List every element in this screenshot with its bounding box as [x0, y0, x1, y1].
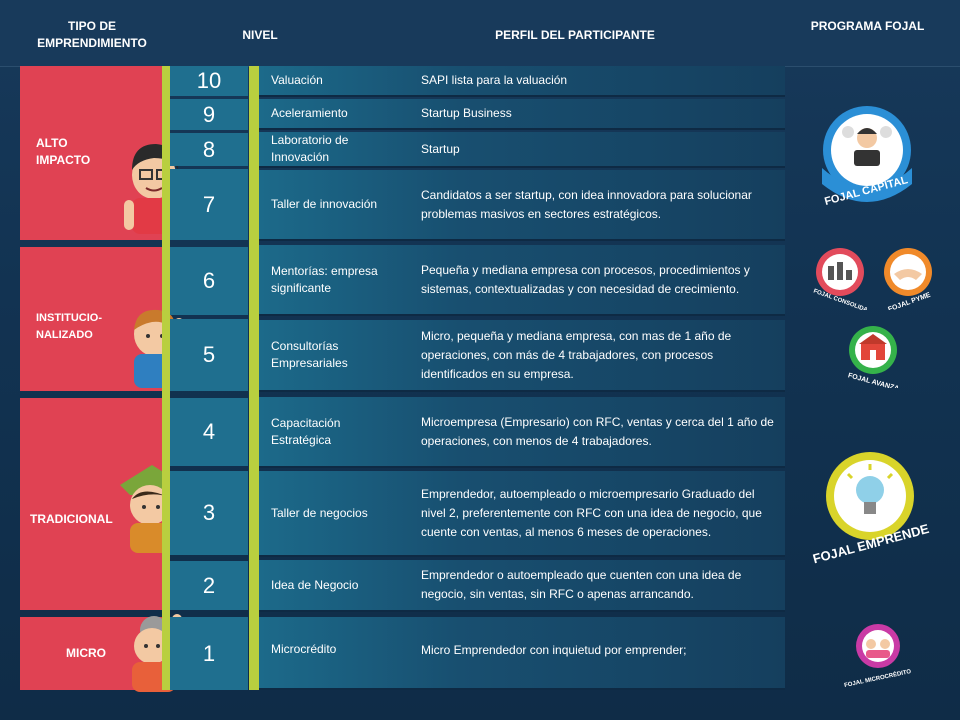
nivel-label: Mentorías: empresa significante [271, 263, 378, 295]
fojal-microcredito-text: FOJAL MICROCRÉDITO [843, 667, 912, 689]
table-header: TIPO DE EMPRENDIMIENTO NIVEL PERFIL DEL … [0, 0, 960, 67]
green-stripe-left [162, 66, 170, 690]
perfil-text: Pequeña y mediana empresa con procesos, … [421, 262, 750, 296]
perfil-text: Emprendedor, autoempleado o microempresa… [421, 486, 762, 539]
header-nivel: NIVEL [242, 28, 278, 42]
nivel-label: Idea de Negocio [271, 577, 359, 592]
level-number-5: 5 [170, 319, 248, 391]
header-perfil: PERFIL DEL PARTICIPANTE [495, 28, 655, 42]
perfil-text: Emprendedor o autoempleado que cuenten c… [421, 568, 742, 601]
category-label-micro: MICRO [66, 646, 106, 660]
level-number-2: 2 [170, 561, 248, 610]
perfil-text: Startup [421, 141, 460, 156]
nivel-label: Laboratorio de Innovación [271, 133, 349, 164]
category-label-tradicional: TRADICIONAL [30, 512, 113, 526]
fojal-pyme-logo: FOJAL PYME [884, 248, 932, 310]
table-row: Taller de negocios Emprendedor, autoempl… [259, 471, 785, 557]
fojal-microcredito-logo: FOJAL MICROCRÉDITO [843, 624, 912, 689]
nivel-label: Valuación [271, 73, 323, 87]
perfil-text: Candidatos a ser startup, con idea innov… [421, 187, 752, 221]
level-number-6: 6 [170, 247, 248, 315]
table-row: Taller de innovación Candidatos a ser st… [259, 170, 785, 241]
table-row: Capacitación Estratégica Microempresa (E… [259, 397, 785, 468]
green-stripe-right [249, 66, 259, 690]
perfil-text: Micro Emprendedor con inquietud por empr… [421, 643, 687, 657]
level-number-3: 3 [170, 471, 248, 555]
header-programa: PROGRAMA FOJAL [810, 19, 925, 33]
level-number-10: 10 [170, 66, 248, 96]
perfil-text: Microempresa (Empresario) con RFC, venta… [421, 414, 774, 448]
table-row: Consultorías Empresariales Micro, pequeñ… [259, 320, 785, 392]
nivel-label: Taller de innovación [271, 197, 378, 211]
header-tipo: TIPO DE EMPRENDIMIENTO [37, 19, 147, 50]
fojal-emprende-logo: FOJAL EMPRENDE [811, 452, 931, 564]
nivel-label: Taller de negocios [271, 505, 368, 520]
table-row: Mentorías: empresa significante Pequeña … [259, 245, 785, 316]
table-row: Aceleramiento Startup Business [259, 99, 785, 130]
category-label-institucionalizado: INSTITUCIO-NALIZADO [36, 312, 102, 341]
table-row: Valuación SAPI lista para la valuación [259, 66, 785, 97]
level-number-4: 4 [170, 398, 248, 466]
table-row: Idea de Negocio Emprendedor o autoemplea… [259, 560, 785, 612]
level-number-8: 8 [170, 133, 248, 166]
table-row: Microcrédito Micro Emprendedor con inqui… [259, 617, 785, 690]
nivel-label: Consultorías Empresariales [271, 339, 348, 370]
level-number-1: 1 [170, 617, 248, 690]
fojal-avanza-logo: FOJAL AVANZA [847, 326, 900, 388]
level-number-7: 7 [170, 169, 248, 240]
perfil-text: Micro, pequeña y mediana empresa, con ma… [421, 328, 732, 381]
perfil-text: Startup Business [421, 106, 512, 120]
fojal-capital-logo: FOJAL CAPITAL [822, 106, 912, 208]
category-label-alto-impacto: ALTO IMPACTO [36, 136, 91, 167]
perfil-text: SAPI lista para la valuación [421, 73, 568, 87]
nivel-label: Microcrédito [271, 642, 337, 656]
nivel-label: Aceleramiento [271, 106, 348, 120]
level-number-9: 9 [170, 99, 248, 130]
table-row: Laboratorio de Innovación Startup [259, 132, 785, 168]
fojal-consolida-logo: FOJAL CONSOLIDA [812, 248, 869, 310]
fojal-avanza-text: FOJAL AVANZA [847, 372, 900, 388]
nivel-label: Capacitación Estratégica [271, 415, 341, 447]
